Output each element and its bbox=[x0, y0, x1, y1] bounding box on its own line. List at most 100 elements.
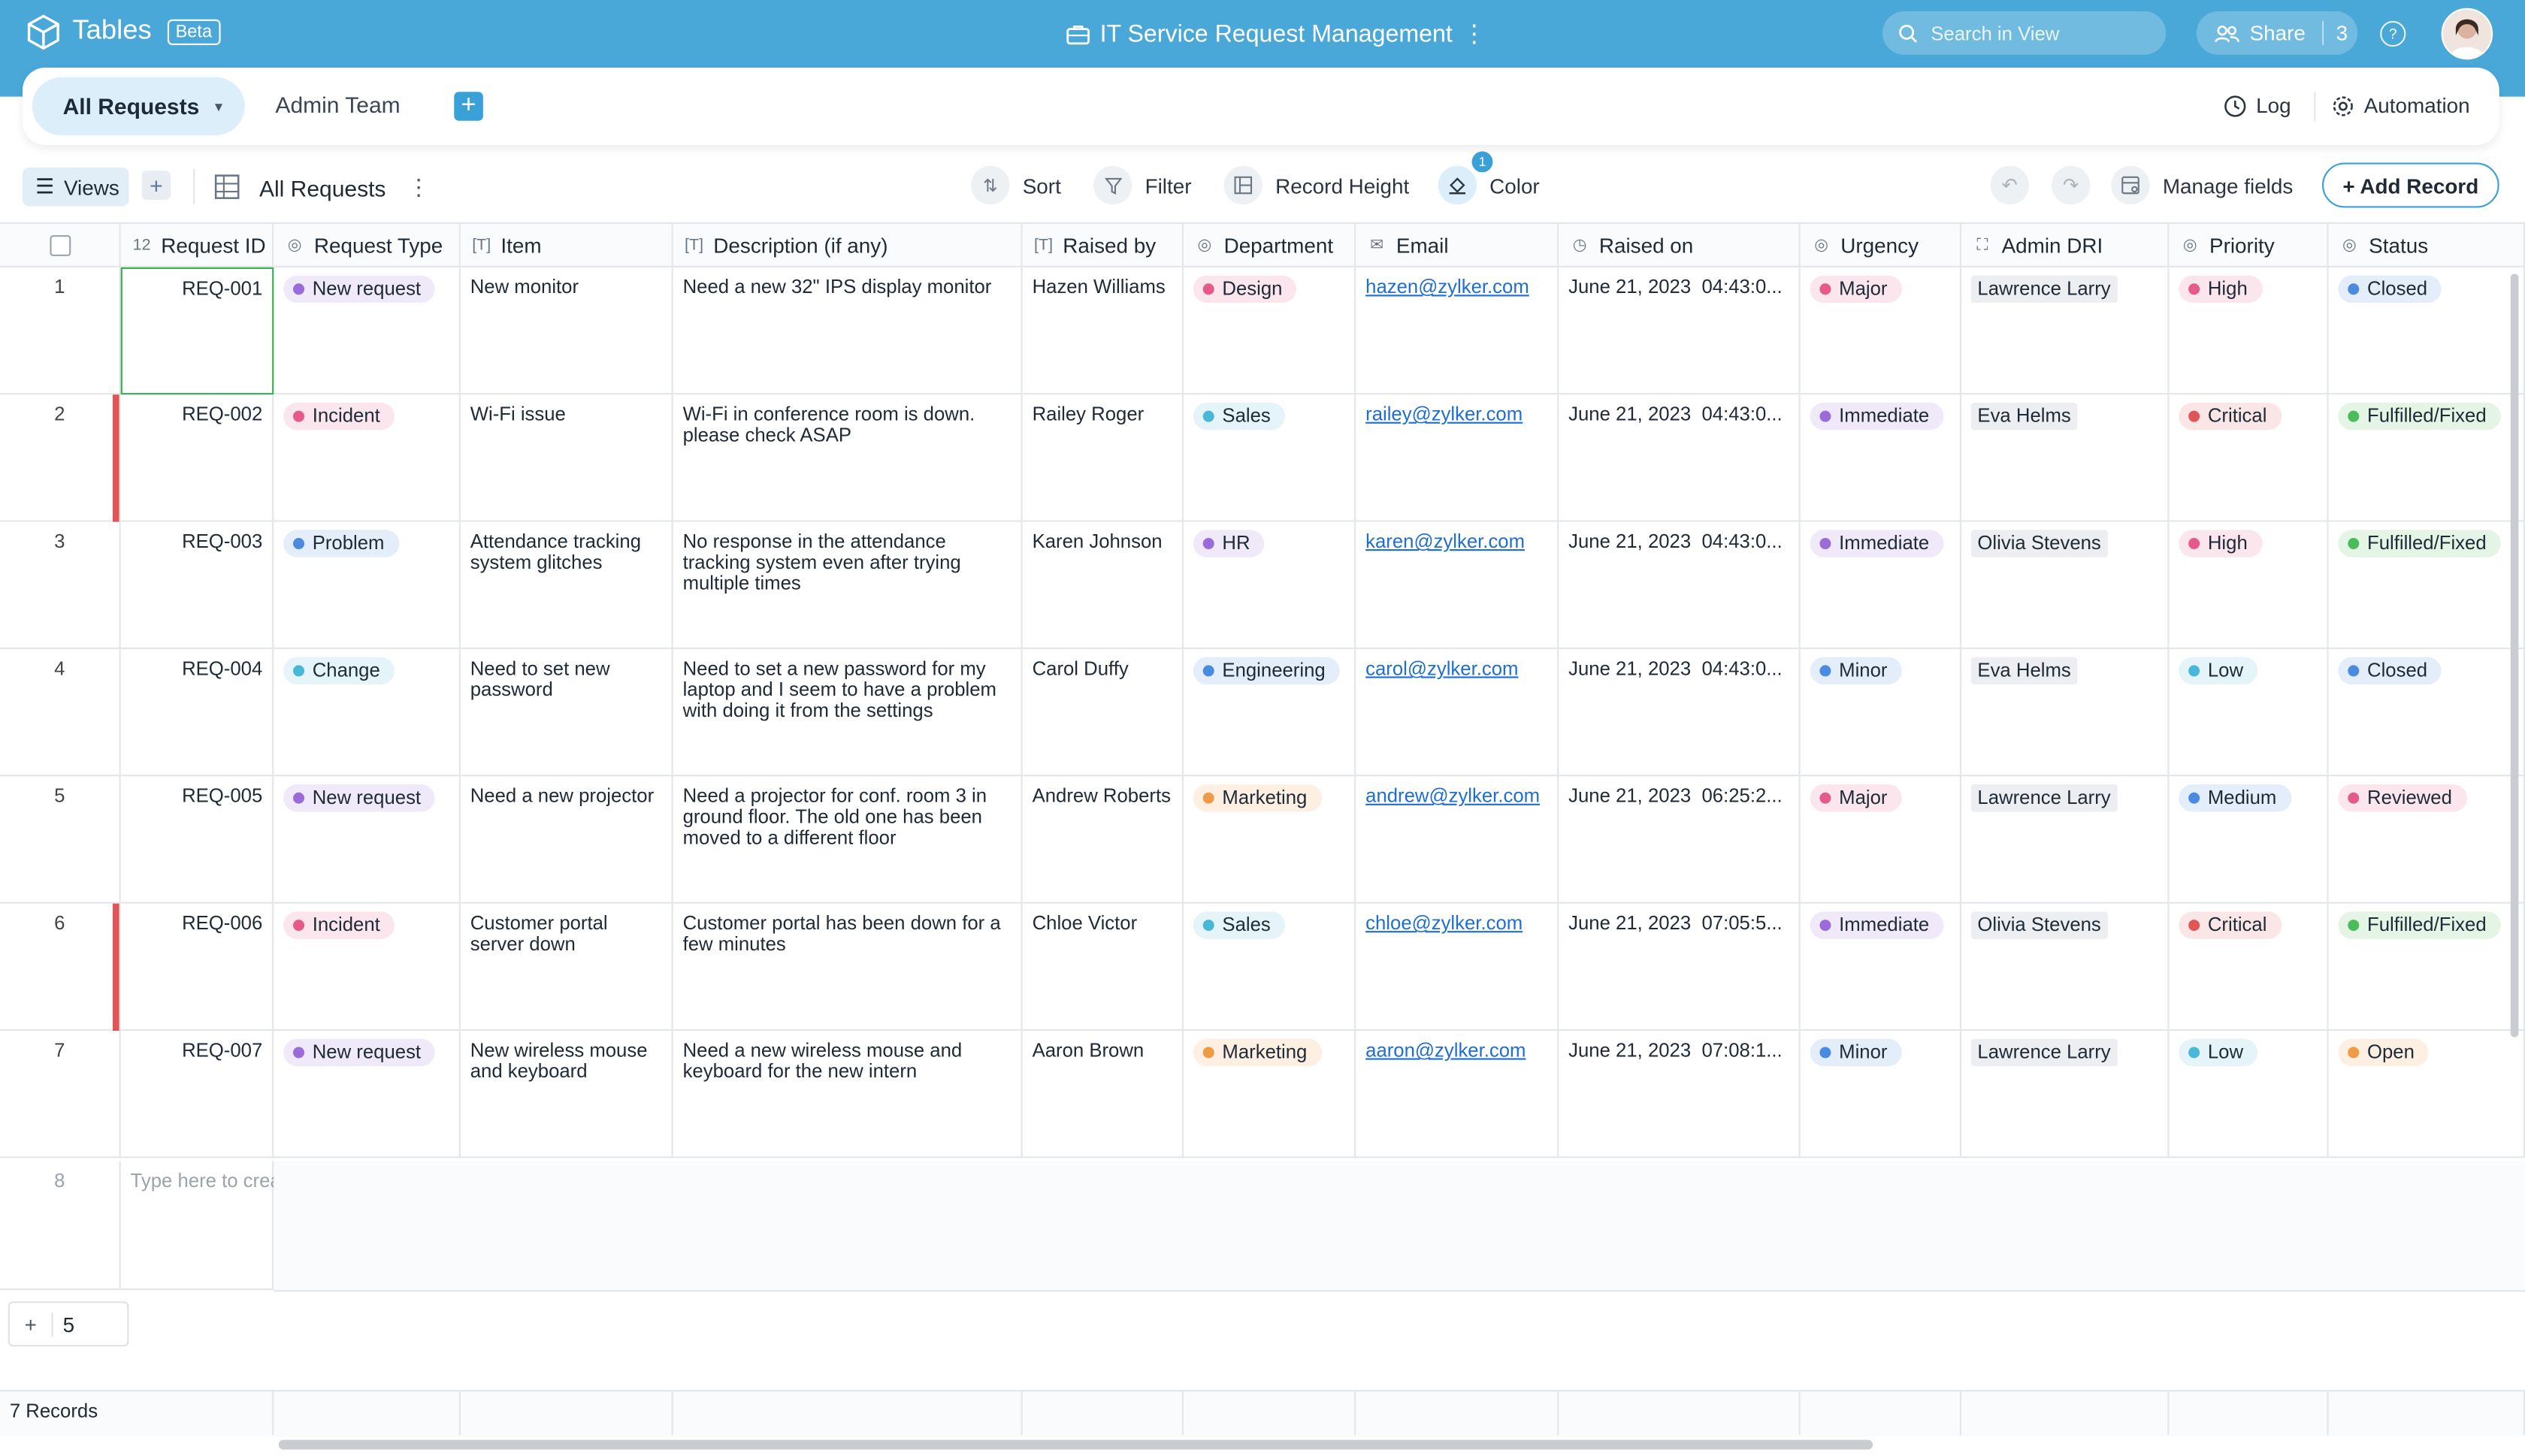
status-cell[interactable]: Fulfilled/Fixed bbox=[2328, 903, 2525, 1032]
description-cell[interactable]: Need to set a new password for my laptop… bbox=[673, 648, 1023, 777]
column-header[interactable]: ◷ Raised on bbox=[1559, 222, 1801, 267]
column-header[interactable]: ◎ Urgency bbox=[1800, 222, 1961, 267]
status-cell[interactable]: Fulfilled/Fixed bbox=[2328, 521, 2525, 649]
item-cell[interactable]: Need to set new password bbox=[460, 648, 673, 777]
raised-by-cell[interactable]: Aaron Brown bbox=[1022, 1031, 1184, 1158]
urgency-cell[interactable]: Immediate bbox=[1800, 521, 1961, 649]
raised-on-cell[interactable]: June 21, 2023 07:08:1... bbox=[1559, 1031, 1801, 1158]
request-type-cell[interactable]: Problem bbox=[274, 521, 461, 649]
request-type-cell[interactable]: Incident bbox=[274, 903, 461, 1032]
add-record-button[interactable]: + Add Record bbox=[2322, 162, 2499, 208]
request-id-cell[interactable]: REQ-001 bbox=[120, 267, 274, 395]
raised-by-cell[interactable]: Chloe Victor bbox=[1022, 903, 1184, 1032]
request-type-cell[interactable]: New request bbox=[274, 1031, 461, 1158]
email-link[interactable]: hazen@zylker.com bbox=[1365, 275, 1529, 298]
department-cell[interactable]: Sales bbox=[1184, 903, 1356, 1032]
undo-icon[interactable]: ↶ bbox=[1990, 165, 2029, 205]
raised-on-cell[interactable]: June 21, 2023 06:25:2... bbox=[1559, 776, 1801, 904]
item-cell[interactable]: Need a new projector bbox=[460, 776, 673, 904]
priority-cell[interactable]: Critical bbox=[2169, 903, 2329, 1032]
email-cell[interactable]: chloe@zylker.com bbox=[1356, 903, 1559, 1032]
item-cell[interactable]: Wi-Fi issue bbox=[460, 394, 673, 522]
email-cell[interactable]: andrew@zylker.com bbox=[1356, 776, 1559, 904]
urgency-cell[interactable]: Minor bbox=[1800, 1031, 1961, 1158]
more-options-icon[interactable]: ⋮ bbox=[1462, 20, 1486, 49]
request-id-cell[interactable]: REQ-002 bbox=[120, 394, 274, 522]
email-link[interactable]: carol@zylker.com bbox=[1365, 657, 1519, 680]
document-title[interactable]: IT Service Request Management ⋮ bbox=[1066, 20, 1486, 49]
email-cell[interactable]: hazen@zylker.com bbox=[1356, 267, 1559, 395]
admin-dri-cell[interactable]: Eva Helms bbox=[1961, 648, 2170, 777]
email-link[interactable]: railey@zylker.com bbox=[1365, 402, 1523, 425]
item-cell[interactable]: New monitor bbox=[460, 267, 673, 395]
email-cell[interactable]: karen@zylker.com bbox=[1356, 521, 1559, 649]
tab-all-requests[interactable]: All Requests ▼ bbox=[32, 77, 245, 136]
department-cell[interactable]: HR bbox=[1184, 521, 1356, 649]
color-button[interactable]: Color bbox=[1438, 165, 1540, 205]
column-header[interactable]: ✉ Email bbox=[1356, 222, 1559, 267]
column-header[interactable]: ⛶ Admin DRI bbox=[1961, 222, 2170, 267]
urgency-cell[interactable]: Immediate bbox=[1800, 903, 1961, 1032]
add-rows-count[interactable]: 5 bbox=[62, 1312, 75, 1337]
admin-dri-cell[interactable]: Eva Helms bbox=[1961, 394, 2170, 522]
status-cell[interactable]: Closed bbox=[2328, 648, 2525, 777]
search-input[interactable]: Search in View bbox=[1882, 11, 2167, 55]
admin-dri-cell[interactable]: Olivia Stevens bbox=[1961, 903, 2170, 1032]
request-type-cell[interactable]: New request bbox=[274, 776, 461, 904]
description-cell[interactable]: Need a new wireless mouse and keyboard f… bbox=[673, 1031, 1023, 1158]
raised-by-cell[interactable]: Railey Roger bbox=[1022, 394, 1184, 522]
urgency-cell[interactable]: Minor bbox=[1800, 648, 1961, 777]
raised-on-cell[interactable]: June 21, 2023 04:43:0... bbox=[1559, 267, 1801, 395]
plus-icon[interactable]: + bbox=[10, 1312, 53, 1337]
column-header[interactable]: 12 Request ID bbox=[120, 222, 274, 267]
automation-button[interactable]: Automation bbox=[2332, 93, 2470, 117]
raised-on-cell[interactable]: June 21, 2023 04:43:0... bbox=[1559, 648, 1801, 777]
avatar[interactable] bbox=[2441, 8, 2493, 60]
raised-by-cell[interactable]: Hazen Williams bbox=[1022, 267, 1184, 395]
raised-by-cell[interactable]: Karen Johnson bbox=[1022, 521, 1184, 649]
priority-cell[interactable]: High bbox=[2169, 267, 2329, 395]
status-cell[interactable]: Open bbox=[2328, 1031, 2525, 1158]
redo-icon[interactable]: ↷ bbox=[2052, 165, 2091, 205]
description-cell[interactable]: Need a projector for conf. room 3 in gro… bbox=[673, 776, 1023, 904]
raised-by-cell[interactable]: Andrew Roberts bbox=[1022, 776, 1184, 904]
description-cell[interactable]: Wi-Fi in conference room is down. please… bbox=[673, 394, 1023, 522]
filter-button[interactable]: Filter bbox=[1093, 165, 1191, 205]
department-cell[interactable]: Design bbox=[1184, 267, 1356, 395]
column-header[interactable]: [T] Raised by bbox=[1022, 222, 1184, 267]
column-header[interactable]: ◎ Department bbox=[1184, 222, 1356, 267]
department-cell[interactable]: Sales bbox=[1184, 394, 1356, 522]
share-button[interactable]: Share 3 bbox=[2196, 11, 2358, 55]
manage-fields-button[interactable]: Manage fields bbox=[2111, 165, 2293, 205]
priority-cell[interactable]: Critical bbox=[2169, 394, 2329, 522]
priority-cell[interactable]: Low bbox=[2169, 1031, 2329, 1158]
description-cell[interactable]: Customer portal has been down for a few … bbox=[673, 903, 1023, 1032]
priority-cell[interactable]: Medium bbox=[2169, 776, 2329, 904]
email-link[interactable]: chloe@zylker.com bbox=[1365, 911, 1523, 935]
department-cell[interactable]: Marketing bbox=[1184, 776, 1356, 904]
description-cell[interactable]: No response in the attendance tracking s… bbox=[673, 521, 1023, 649]
horizontal-scrollbar[interactable] bbox=[278, 1439, 1873, 1450]
status-cell[interactable]: Reviewed bbox=[2328, 776, 2525, 904]
column-header[interactable]: [T] Item bbox=[460, 222, 673, 267]
request-id-cell[interactable]: REQ-006 bbox=[120, 903, 274, 1032]
views-button[interactable]: ☰ Views bbox=[23, 167, 129, 207]
request-id-cell[interactable]: REQ-004 bbox=[120, 648, 274, 777]
raised-on-cell[interactable]: June 21, 2023 04:43:0... bbox=[1559, 521, 1801, 649]
select-all-checkbox[interactable] bbox=[49, 234, 71, 255]
email-cell[interactable]: railey@zylker.com bbox=[1356, 394, 1559, 522]
vertical-scrollbar[interactable] bbox=[2510, 273, 2519, 1038]
email-link[interactable]: andrew@zylker.com bbox=[1365, 784, 1541, 808]
add-tab-button[interactable]: + bbox=[454, 92, 483, 121]
urgency-cell[interactable]: Major bbox=[1800, 267, 1961, 395]
admin-dri-cell[interactable]: Lawrence Larry bbox=[1961, 776, 2170, 904]
sort-button[interactable]: ⇅ Sort bbox=[971, 165, 1061, 205]
department-cell[interactable]: Engineering bbox=[1184, 648, 1356, 777]
status-cell[interactable]: Closed bbox=[2328, 267, 2525, 395]
view-options-icon[interactable]: ⋮ bbox=[407, 174, 431, 200]
new-record-input[interactable]: Type here to create a record bbox=[120, 1161, 373, 1291]
admin-dri-cell[interactable]: Lawrence Larry bbox=[1961, 267, 2170, 395]
request-id-cell[interactable]: REQ-003 bbox=[120, 521, 274, 649]
department-cell[interactable]: Marketing bbox=[1184, 1031, 1356, 1158]
item-cell[interactable]: Customer portal server down bbox=[460, 903, 673, 1032]
